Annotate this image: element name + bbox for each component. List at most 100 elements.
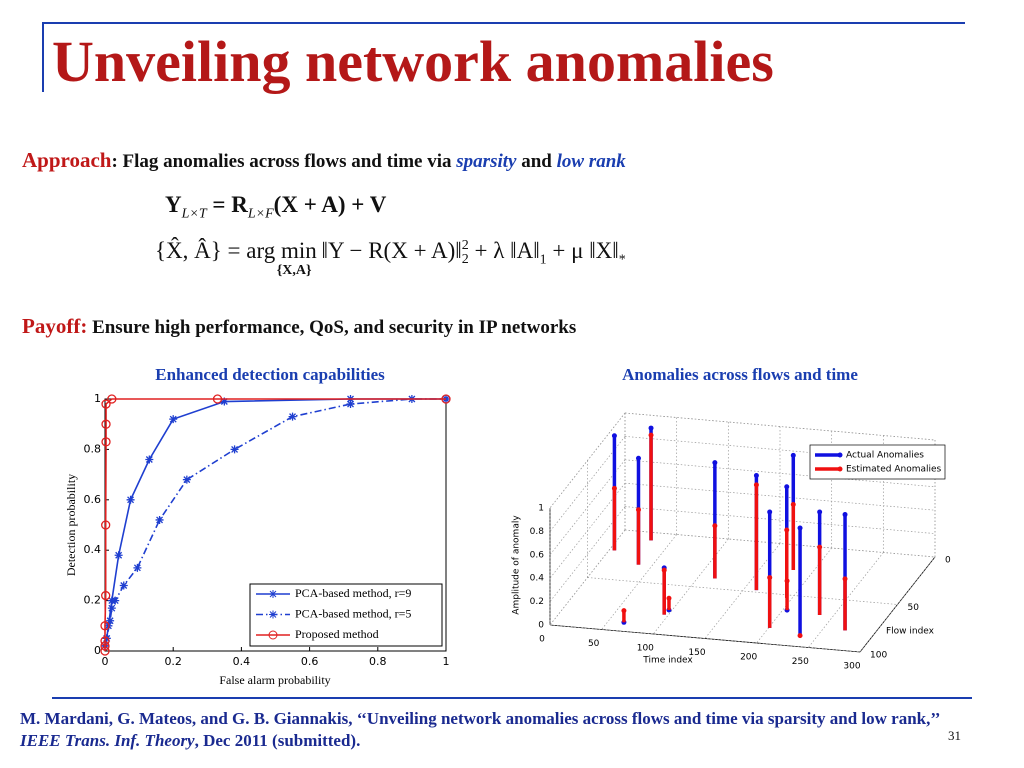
legend-marker [269, 610, 277, 619]
x-tick-label: 100 [637, 644, 654, 654]
legend-label: PCA-based method, r=5 [295, 606, 411, 620]
point [101, 520, 111, 530]
y-axis-label: Detection probability [64, 474, 78, 576]
stem-head [712, 460, 718, 466]
grid-line [704, 543, 781, 639]
legend-label: Estimated Anomalies [846, 465, 942, 475]
stem [661, 567, 667, 615]
point [101, 399, 111, 409]
point [101, 590, 111, 601]
eq-term: {X̂, Â} = arg min [155, 238, 317, 263]
stem-head [666, 595, 672, 601]
x-tick-label: 0.8 [369, 655, 387, 668]
eq-term: ‖Y − R(X + A)‖ [321, 238, 462, 263]
equation-1: YL×T = RL×F(X + A) + V [165, 192, 386, 223]
x-tick-label: 50 [588, 639, 600, 649]
stem-head [784, 578, 790, 584]
grid-line [653, 538, 729, 635]
approach-line: Approach: Flag anomalies across flows an… [22, 148, 626, 173]
x-tick-label: 250 [792, 657, 809, 667]
point [101, 437, 111, 447]
approach-label: Approach [22, 148, 112, 172]
y-axis-label: Flow index [886, 627, 935, 637]
legend-label: Actual Anomalies [846, 451, 924, 461]
eq-sub: * [618, 252, 626, 268]
stem-head [753, 473, 759, 479]
stem-head [790, 502, 796, 508]
x-tick-label: 1 [443, 655, 450, 668]
point [107, 394, 117, 404]
stem-head [797, 525, 803, 531]
y-tick-label: 0.8 [84, 442, 102, 455]
eq-term: = R [212, 192, 248, 217]
point [102, 634, 111, 643]
equation-2: {X̂, Â} = arg min{X,A} ‖Y − R(X + A)‖ 2 2 +… [155, 237, 626, 278]
z-tick-label: 0.4 [530, 574, 545, 584]
legend-box [809, 444, 946, 480]
approach-sparsity: sparsity [456, 151, 517, 172]
stem [753, 482, 759, 591]
eq-term: + λ ‖A‖ [474, 238, 540, 263]
chart-title: Enhanced detection capabilities [155, 365, 385, 384]
point [100, 621, 110, 631]
stem-head [842, 576, 848, 582]
point [100, 646, 110, 656]
point [288, 412, 297, 421]
legend-label: Proposed method [295, 627, 379, 641]
stem [635, 507, 641, 565]
point [107, 604, 116, 613]
eq-sup: 2 [461, 237, 469, 253]
y-tick-label: 0.4 [84, 543, 102, 556]
point [133, 563, 142, 572]
approach-text: : Flag anomalies across flows and time v… [111, 151, 452, 172]
eq-term: (X + A) + V [273, 192, 387, 217]
y-tick-label: 50 [908, 603, 920, 613]
stem-head [635, 507, 641, 513]
citation-journal: IEEE Trans. Inf. Theory [20, 731, 195, 750]
stem-head [621, 608, 627, 614]
z-tick-label: 0.6 [530, 550, 545, 560]
stem-head [648, 425, 654, 431]
point [155, 515, 164, 524]
z-tick-label: 0 [538, 621, 544, 631]
citation: M. Mardani, G. Mateos, and G. B. Giannak… [20, 708, 980, 752]
citation-rest: , Dec 2011 (submitted). [194, 731, 361, 750]
payoff-text: Ensure high performance, QoS, and securi… [92, 317, 577, 338]
point [182, 475, 191, 484]
stem [797, 633, 803, 639]
x-tick-label: 300 [843, 662, 860, 672]
eq-sub: 2 [461, 251, 469, 267]
approach-and: and [521, 151, 552, 172]
z-tick-label: 0.8 [530, 527, 545, 537]
payoff-label: Payoff: [22, 314, 88, 338]
stem-head [790, 452, 796, 458]
stem [666, 595, 672, 610]
point [114, 551, 123, 560]
grid-line [549, 436, 626, 532]
legend-marker [837, 466, 843, 472]
eq-term: Y [165, 192, 182, 217]
y-tick-label: 0 [945, 556, 951, 566]
stem [648, 432, 654, 541]
stem-head [611, 485, 617, 491]
stem-head [842, 512, 848, 518]
stem [790, 502, 796, 571]
point [126, 495, 135, 504]
point [145, 455, 154, 464]
stem-head [753, 482, 759, 488]
y-tick-label: 0.6 [84, 493, 102, 506]
grid-line [624, 529, 936, 558]
stem-head [797, 633, 803, 639]
point [441, 394, 451, 404]
stem-head [648, 432, 654, 438]
legend-marker [269, 590, 277, 598]
stem-head [611, 433, 617, 439]
stem-head [817, 544, 823, 550]
x-axis-label: Time index [642, 656, 693, 666]
stem-head [767, 575, 773, 581]
stem [611, 485, 617, 551]
point [101, 419, 111, 429]
stem-head [635, 455, 641, 461]
